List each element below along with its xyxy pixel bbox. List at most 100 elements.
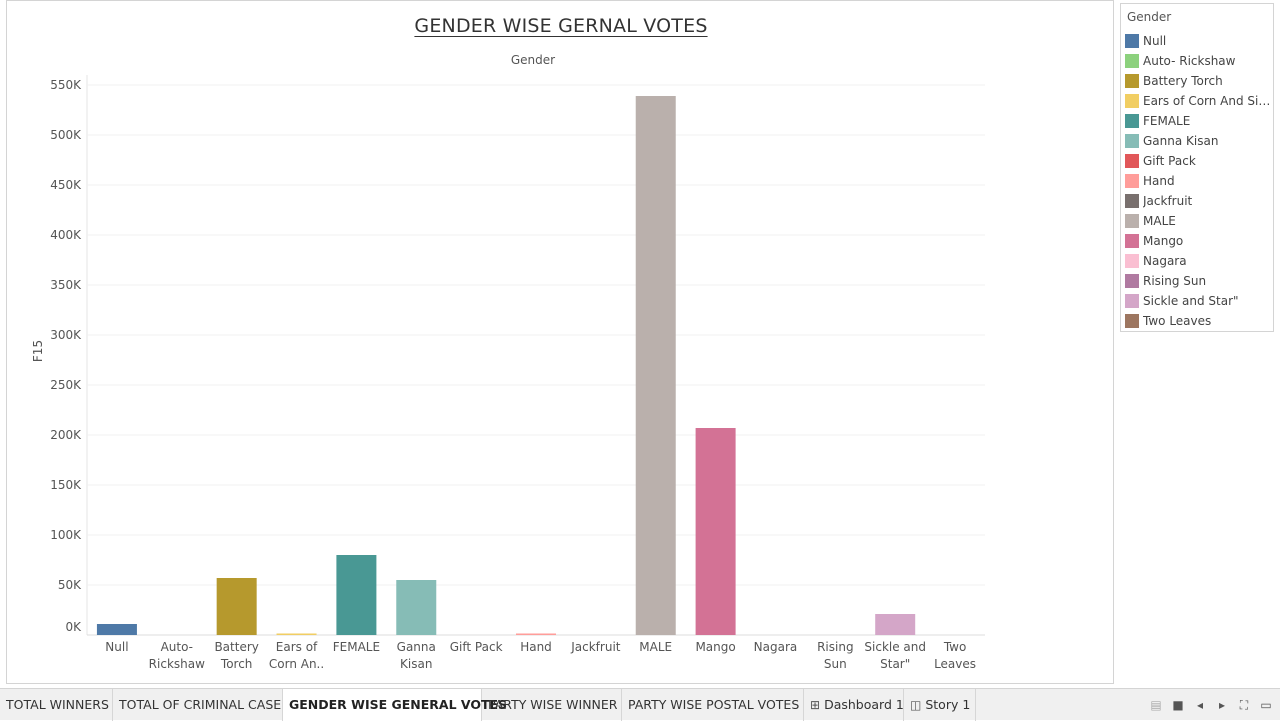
story-icon: ◫ <box>910 698 922 712</box>
y-tick-label: 0K <box>65 620 82 634</box>
x-tick-label: Auto- <box>161 640 193 654</box>
legend-swatch <box>1125 94 1139 108</box>
legend-label: Mango <box>1143 234 1184 248</box>
x-tick-label: Sun <box>824 657 847 671</box>
legend-label: Jackfruit <box>1143 194 1193 208</box>
tab-dashboard-1[interactable]: ⊞ Dashboard 1 <box>804 689 904 721</box>
tab-label: TOTAL OF CRIMINAL CASE <box>119 697 282 712</box>
tab-label: Story 1 <box>925 697 971 712</box>
tab-story-1[interactable]: ◫ Story 1 <box>904 689 976 721</box>
legend-swatch <box>1125 154 1139 168</box>
bar <box>336 555 377 635</box>
legend-item[interactable]: Ears of Corn And Sick.. <box>1125 92 1271 110</box>
fullscreen-icon[interactable]: ⛶ <box>1239 698 1249 712</box>
legend-label: Battery Torch <box>1143 74 1223 88</box>
legend-label: Null <box>1143 34 1167 48</box>
bar <box>216 578 257 635</box>
legend-swatch <box>1125 274 1139 288</box>
prev-icon[interactable]: ◂ <box>1196 698 1204 712</box>
x-tick-label: Hand <box>520 640 552 654</box>
legend-item[interactable]: Battery Torch <box>1125 72 1223 90</box>
legend-item[interactable]: Gift Pack <box>1125 152 1196 170</box>
y-tick-label: 450K <box>50 178 82 192</box>
x-tick-label: Kisan <box>400 657 432 671</box>
legend-swatch <box>1125 234 1139 248</box>
x-tick-label: Rising <box>817 640 853 654</box>
legend-item[interactable]: Null <box>1125 32 1166 50</box>
legend-label: FEMALE <box>1143 114 1191 128</box>
sheet-tab-bar: TOTAL WINNERS TOTAL OF CRIMINAL CASE GEN… <box>0 688 1280 721</box>
x-tick-label: MALE <box>639 640 672 654</box>
bar <box>96 624 137 635</box>
legend-label: Hand <box>1143 174 1175 188</box>
legend-item[interactable]: FEMALE <box>1125 112 1190 130</box>
legend-swatch <box>1125 214 1139 228</box>
tab-label: Dashboard 1 <box>824 697 904 712</box>
legend-item[interactable]: MALE <box>1125 212 1176 230</box>
tabs-icon[interactable]: ■ <box>1172 698 1184 712</box>
y-tick-label: 500K <box>50 128 82 142</box>
legend-item[interactable]: Jackfruit <box>1125 192 1192 210</box>
legend-label: Nagara <box>1143 254 1187 268</box>
y-tick-label: 150K <box>50 478 82 492</box>
y-tick-label: 250K <box>50 378 82 392</box>
bar <box>516 633 556 635</box>
legend-item[interactable]: Sickle and Star" <box>1125 292 1239 310</box>
x-tick-label: Mango <box>695 640 735 654</box>
chart-title: GENDER WISE GERNAL VOTES <box>414 15 708 37</box>
legend-item[interactable]: Auto- Rickshaw <box>1125 52 1235 70</box>
tab-gender-wise-general-votes[interactable]: GENDER WISE GENERAL VOTES <box>283 689 507 721</box>
x-tick-label: Sickle and <box>864 640 926 654</box>
legend-label: Ears of Corn And Sick.. <box>1143 94 1271 108</box>
tab-total-winners[interactable]: TOTAL WINNERS <box>0 689 113 721</box>
next-icon[interactable]: ▸ <box>1218 698 1226 712</box>
x-tick-label: Battery <box>214 640 258 654</box>
x-tick-label: Leaves <box>934 657 976 671</box>
legend-item[interactable]: Nagara <box>1125 252 1187 270</box>
y-axis-title: F15 <box>31 340 45 362</box>
filmstrip-icon[interactable]: ▤ <box>1150 698 1162 712</box>
legend-item[interactable]: Mango <box>1125 232 1183 250</box>
present-icon[interactable]: ▭ <box>1260 698 1272 712</box>
x-tick-label: Null <box>105 640 128 654</box>
legend-swatch <box>1125 314 1139 328</box>
tab-label: TOTAL WINNERS <box>6 697 109 712</box>
bar-chart: Gender F15 0K 50K 100K 150K 200K 250K 300K 350K 40… <box>31 53 985 671</box>
legend-swatch <box>1125 134 1139 148</box>
x-tick-label: Jackfruit <box>570 640 621 654</box>
legend-swatch <box>1125 54 1139 68</box>
tab-label: GENDER WISE GENERAL VOTES <box>289 697 508 712</box>
legend-item[interactable]: Ganna Kisan <box>1125 132 1218 150</box>
y-tick-label: 350K <box>50 278 82 292</box>
y-tick-label: 200K <box>50 428 82 442</box>
color-legend: Gender Null Auto- Rickshaw Battery Torch Ea… <box>1120 3 1274 332</box>
tab-total-of-criminal-case[interactable]: TOTAL OF CRIMINAL CASE <box>113 689 283 721</box>
tab-party-wise-winner[interactable]: PARTY WISE WINNER <box>482 689 622 721</box>
y-tick-label: 550K <box>50 78 82 92</box>
tab-party-wise-postal-votes[interactable]: PARTY WISE POSTAL VOTES <box>622 689 804 721</box>
bar <box>635 96 676 635</box>
x-tick-label: FEMALE <box>333 640 380 654</box>
y-tick-label: 50K <box>58 578 82 592</box>
legend-item[interactable]: Two Leaves <box>1125 312 1211 330</box>
x-tick-label: Star" <box>880 657 910 671</box>
bar <box>276 633 317 635</box>
legend-label: Two Leaves <box>1143 314 1212 328</box>
dashboard-icon: ⊞ <box>810 698 821 712</box>
legend-label: Sickle and Star" <box>1143 294 1239 308</box>
y-tick-label: 100K <box>50 528 82 542</box>
legend-label: MALE <box>1143 214 1176 228</box>
y-tick-label: 300K <box>50 328 82 342</box>
legend-swatch <box>1125 34 1139 48</box>
legend-swatch <box>1125 254 1139 268</box>
x-tick-label: Torch <box>220 657 253 671</box>
legend-swatch <box>1125 114 1139 128</box>
visualization-pane: GENDER WISE GERNAL VOTES Gender F15 0K 50K 1… <box>6 0 1114 684</box>
bar <box>396 580 437 635</box>
legend-label: Rising Sun <box>1143 274 1207 288</box>
legend-item[interactable]: Hand <box>1125 172 1175 190</box>
legend-label: Gift Pack <box>1143 154 1196 168</box>
tab-label: PARTY WISE POSTAL VOTES <box>628 697 800 712</box>
legend-item[interactable]: Rising Sun <box>1125 272 1206 290</box>
bar <box>695 428 736 635</box>
